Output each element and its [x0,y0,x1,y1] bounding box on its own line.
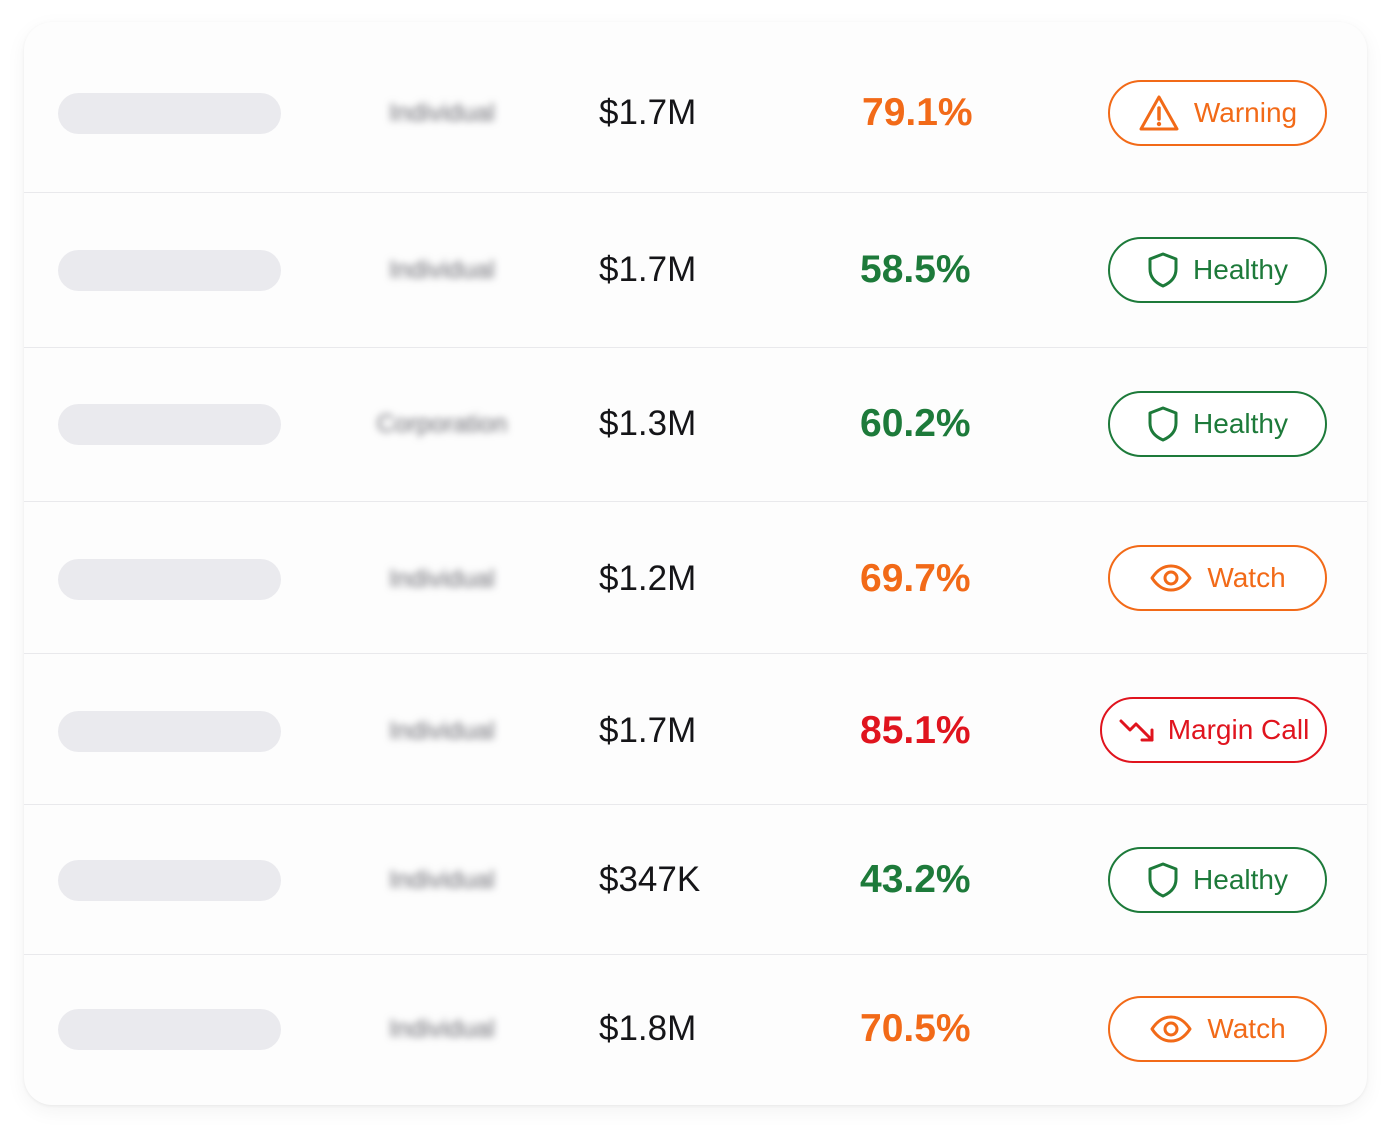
account-type: Individual [389,717,495,745]
margin-utilization: 58.5% [860,248,971,291]
account-value: $347K [599,860,701,899]
status-badge[interactable]: Watch [1108,996,1327,1062]
trending-down-icon [1118,715,1158,745]
account-name-placeholder [58,403,281,445]
status-badge[interactable]: Watch [1108,545,1327,611]
status-badge[interactable]: Margin Call [1100,697,1327,763]
status-badge[interactable]: Warning [1108,80,1327,146]
table-row[interactable]: Corporation $1.3M 60.2% Healthy [24,347,1367,502]
status-label: Healthy [1193,408,1288,439]
status-label: Warning [1193,97,1298,128]
warning-triangle-icon [1138,94,1180,132]
account-value: $1.7M [599,93,697,132]
margin-utilization: 69.7% [860,557,971,600]
account-name-placeholder [58,92,281,134]
shield-icon [1147,251,1179,289]
eye-icon [1149,563,1193,593]
account-name-placeholder [58,710,281,752]
account-value: $1.3M [599,404,697,443]
account-value: $1.2M [599,559,697,598]
table-row[interactable]: Individual $1.7M 79.1% Warning [24,22,1367,192]
margin-utilization: 79.1% [862,91,973,134]
status-badge[interactable]: Healthy [1108,237,1327,303]
account-type: Individual [389,1015,495,1043]
table-row[interactable]: Individual $1.8M 70.5% Watch [24,954,1367,1105]
status-badge[interactable]: Healthy [1108,391,1327,457]
eye-icon [1149,1014,1193,1044]
table-row[interactable]: Individual $1.2M 69.7% Watch [24,501,1367,654]
status-label: Watch [1207,562,1286,593]
table-row[interactable]: Individual $1.7M 85.1% Margin Call [24,653,1367,805]
status-badge[interactable]: Healthy [1108,847,1327,913]
shield-icon [1147,861,1179,899]
table-row[interactable]: Individual $1.7M 58.5% Healthy [24,192,1367,348]
account-name-placeholder [58,558,281,600]
account-type: Individual [389,866,495,894]
account-name-placeholder [58,859,281,901]
account-value: $1.8M [599,1009,697,1048]
status-label: Margin Call [1167,714,1310,745]
account-type: Individual [389,565,495,593]
account-value: $1.7M [599,711,697,750]
margin-utilization: 85.1% [860,709,971,752]
account-type: Individual [389,256,495,284]
margin-utilization: 70.5% [860,1007,971,1050]
account-name-placeholder [58,1008,281,1050]
status-label: Watch [1207,1013,1286,1044]
status-label: Healthy [1193,254,1288,285]
margin-utilization: 43.2% [860,858,971,901]
table-row[interactable]: Individual $347K 43.2% Healthy [24,804,1367,955]
account-type: Corporation [376,410,508,438]
margin-utilization: 60.2% [860,402,971,445]
account-type: Individual [389,99,495,127]
shield-icon [1147,405,1179,443]
account-value: $1.7M [599,250,697,289]
status-label: Healthy [1193,864,1288,895]
account-name-placeholder [58,249,281,291]
accounts-card: Individual $1.7M 79.1% Warning Individua… [24,22,1367,1105]
